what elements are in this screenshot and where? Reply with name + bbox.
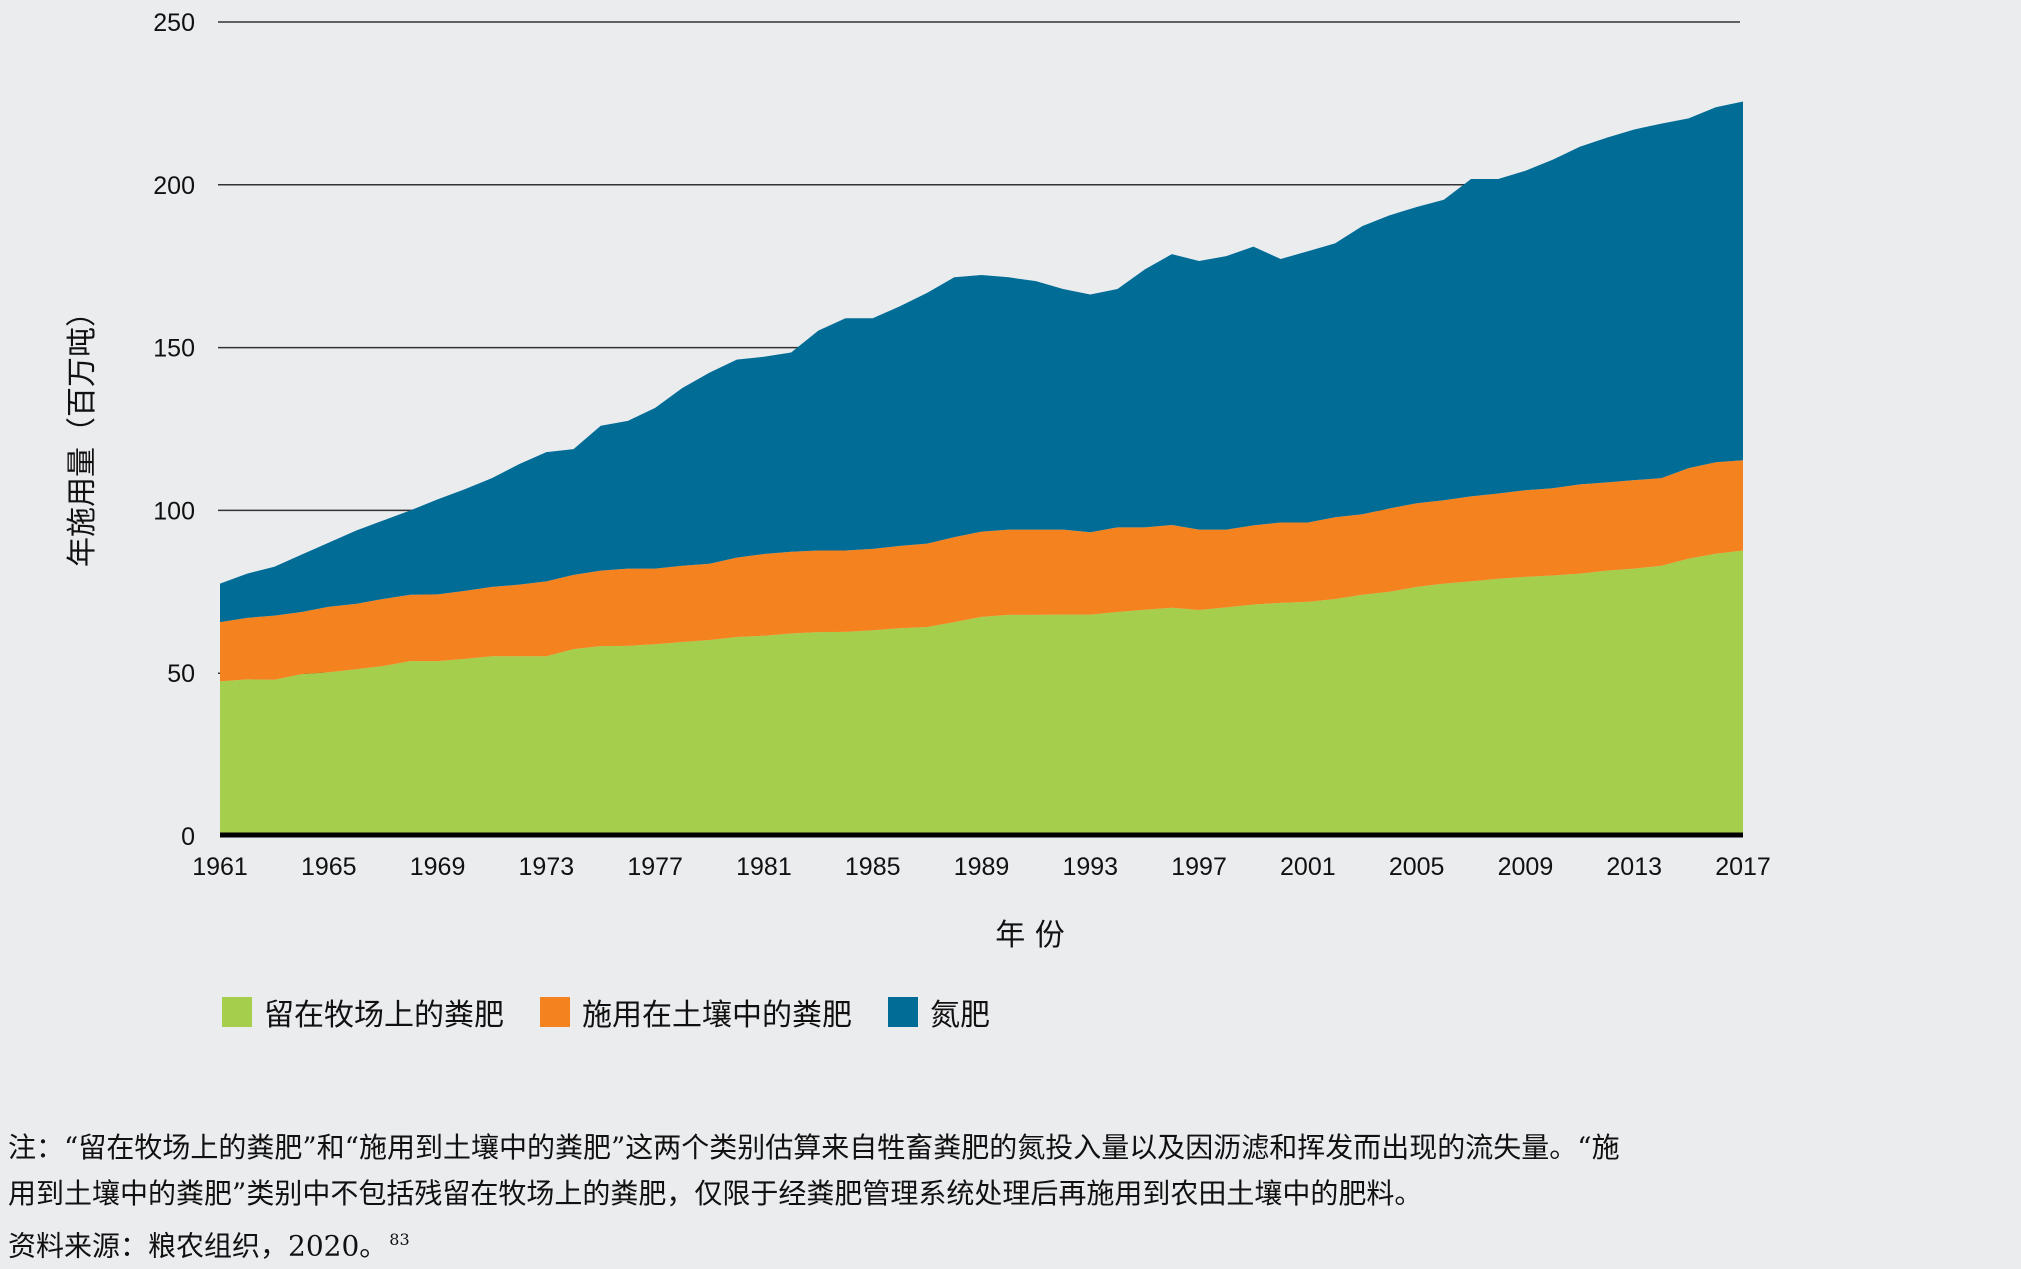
y-tick-label: 0 xyxy=(181,823,195,851)
x-tick-label: 2009 xyxy=(1498,853,1554,881)
y-tick-labels: 0 50 100 150 200 250 xyxy=(153,9,195,851)
x-tick-label: 2017 xyxy=(1715,853,1771,881)
x-tick-label: 1961 xyxy=(192,853,248,881)
x-tick-label: 1981 xyxy=(736,853,792,881)
x-tick-label: 1997 xyxy=(1171,853,1227,881)
stacked-area-chart: 0 50 100 150 200 250 1961 1965 1969 1973 1977 1981… xyxy=(65,9,1771,953)
x-tick-label: 1973 xyxy=(519,853,575,881)
legend-item-nitrogen-fertilizer: 氮肥 xyxy=(888,990,990,1034)
y-tick-label: 200 xyxy=(153,172,195,200)
source-line: 资料来源：粮农组织，2020。 83 xyxy=(8,1217,2013,1269)
note-line-1: 注：“留在牧场上的粪肥”和“施用到土壤中的粪肥”这两个类别估算来自牲畜粪肥的氮投… xyxy=(8,1131,1620,1164)
x-tick-label: 1989 xyxy=(954,853,1010,881)
legend-label: 留在牧场上的粪肥 xyxy=(264,998,504,1033)
legend-label: 氮肥 xyxy=(930,998,990,1033)
source-reference: 83 xyxy=(389,1230,410,1249)
legend: 留在牧场上的粪肥 施用在土壤中的粪肥 氮肥 xyxy=(222,990,990,1034)
x-tick-label: 1985 xyxy=(845,853,901,881)
x-tick-label: 2013 xyxy=(1606,853,1662,881)
x-tick-label: 1969 xyxy=(410,853,466,881)
legend-item-soil-manure: 施用在土壤中的粪肥 xyxy=(540,990,852,1034)
area-series-1 xyxy=(220,460,1743,682)
y-tick-label: 50 xyxy=(167,660,195,688)
y-tick-label: 250 xyxy=(153,9,195,37)
footnotes: 注：“留在牧场上的粪肥”和“施用到土壤中的粪肥”这两个类别估算来自牲畜粪肥的氮投… xyxy=(8,1125,2013,1269)
x-tick-label: 1965 xyxy=(301,853,357,881)
x-tick-labels: 1961 1965 1969 1973 1977 1981 1985 1989 1993 1997… xyxy=(192,853,1771,881)
area-series-0 xyxy=(220,550,1743,836)
legend-item-pasture-manure: 留在牧场上的粪肥 xyxy=(222,990,504,1034)
y-tick-label: 150 xyxy=(153,335,195,363)
legend-swatch-green xyxy=(222,997,252,1027)
x-tick-label: 2005 xyxy=(1389,853,1445,881)
note-line-2: 用到土壤中的粪肥”类别中不包括残留在牧场上的粪肥，仅限于经粪肥管理系统处理后再施… xyxy=(8,1177,1423,1210)
legend-label: 施用在土壤中的粪肥 xyxy=(582,998,852,1033)
x-tick-label: 1993 xyxy=(1062,853,1118,881)
x-tick-label: 2001 xyxy=(1280,853,1336,881)
source-text: 资料来源：粮农组织，2020。 xyxy=(8,1229,388,1263)
legend-swatch-blue xyxy=(888,997,918,1027)
area-series-2 xyxy=(220,101,1743,623)
y-tick-label: 100 xyxy=(153,497,195,525)
x-tick-label: 1977 xyxy=(627,853,683,881)
y-axis-title: 年施用量（百万吨） xyxy=(65,297,100,567)
legend-swatch-orange xyxy=(540,997,570,1027)
x-axis-title: 年 份 xyxy=(995,918,1065,953)
area-layer xyxy=(220,101,1743,836)
